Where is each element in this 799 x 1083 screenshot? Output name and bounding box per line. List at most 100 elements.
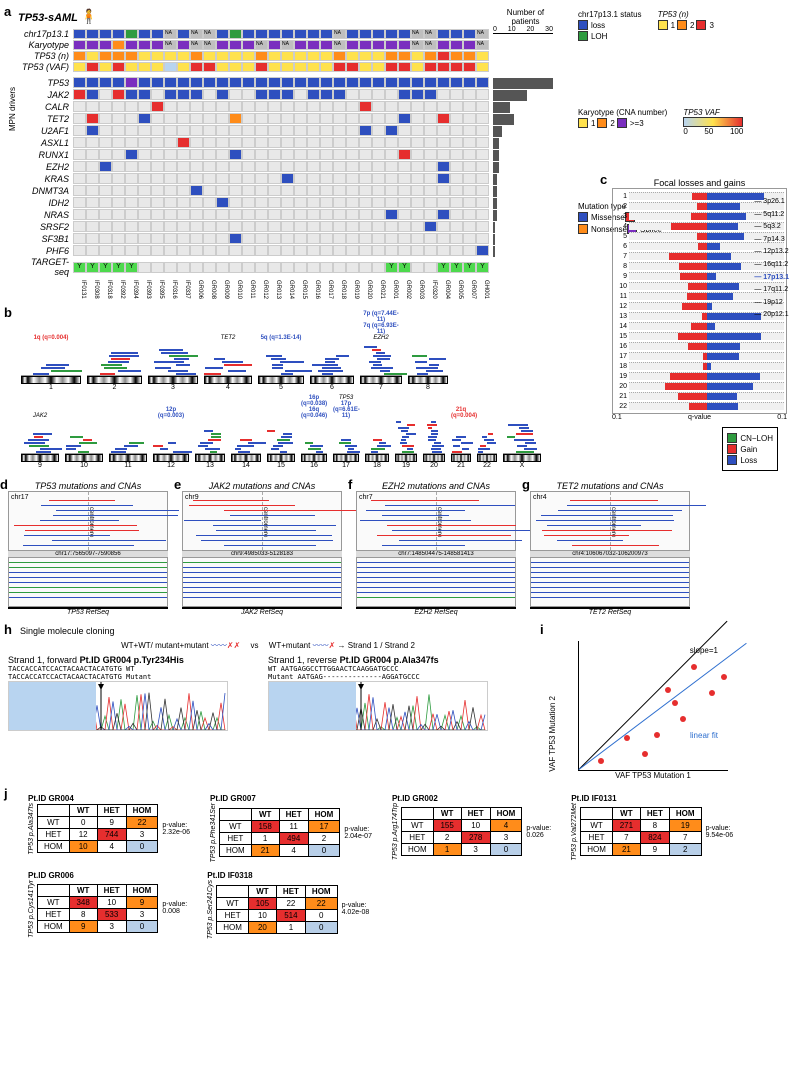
- sample-id: IF0320: [424, 278, 437, 299]
- legend-item: 1: [578, 118, 595, 128]
- mutation-cell: [463, 113, 476, 124]
- mutation-cell: [151, 149, 164, 160]
- mutation-cell: [229, 113, 242, 124]
- mutation-cell: [138, 245, 151, 256]
- mutation-cell: [86, 197, 99, 208]
- mutation-cell: [359, 89, 372, 100]
- track-cell: [73, 62, 86, 72]
- contingency-table: Pt.ID GR006 TP53 p.Cys141Tyr WTHETHOMWT3…: [28, 871, 187, 938]
- track-cell: [164, 51, 177, 61]
- mutation-cell: [411, 89, 424, 100]
- track-cell: [450, 62, 463, 72]
- mutation-cell: [372, 77, 385, 88]
- mutation-cell: [164, 113, 177, 124]
- mutation-cell: [398, 221, 411, 232]
- mutation-cell: [112, 113, 125, 124]
- mutation-cell: [203, 197, 216, 208]
- mutation-cell: [307, 197, 320, 208]
- mutation-cell: [242, 209, 255, 220]
- target-cell: Y: [463, 262, 476, 273]
- target-cell: [164, 262, 177, 273]
- mutation-cell: [125, 221, 138, 232]
- mutation-cell: [437, 173, 450, 184]
- mutation-cell: [385, 77, 398, 88]
- mutation-cell: [398, 245, 411, 256]
- gene-label: ASXL1: [18, 138, 73, 148]
- mutation-cell: [372, 89, 385, 100]
- mutation-cell: [346, 77, 359, 88]
- mutation-cell: [294, 173, 307, 184]
- track-cell: [112, 40, 125, 50]
- mutation-cell: [450, 161, 463, 172]
- mutation-cell: [268, 77, 281, 88]
- mutation-cell: [437, 125, 450, 136]
- mutation-cell: [242, 101, 255, 112]
- mutation-cell: [372, 101, 385, 112]
- count-bar: [493, 222, 495, 233]
- track-cell: [398, 62, 411, 72]
- callout: — 5q3.2: [754, 221, 789, 234]
- mutation-cell: [73, 185, 86, 196]
- mutation-cell: [294, 89, 307, 100]
- mutation-cell: [359, 161, 372, 172]
- mutation-cell: [281, 161, 294, 172]
- mutation-cell: [411, 233, 424, 244]
- gene-label: KRAS: [18, 174, 73, 184]
- mutation-cell: [476, 161, 489, 172]
- mutation-cell: [164, 137, 177, 148]
- mutation-cell: [125, 89, 138, 100]
- mutation-cell: [242, 245, 255, 256]
- count-bar: [493, 150, 499, 161]
- mutation-cell: [359, 197, 372, 208]
- mutation-cell: [138, 221, 151, 232]
- mutation-cell: [450, 245, 463, 256]
- track-cell: [372, 40, 385, 50]
- gene-label: TP53: [18, 78, 73, 88]
- track-cell: [385, 62, 398, 72]
- mutation-cell: [112, 221, 125, 232]
- mutation-cell: [294, 113, 307, 124]
- mutation-cell: [151, 101, 164, 112]
- mutation-cell: [333, 113, 346, 124]
- callout: — 3p26.1: [754, 196, 789, 209]
- track-cell: [125, 40, 138, 50]
- chromosome-16: 16p (q=0.038)16q (q=0.046)16: [301, 395, 327, 469]
- mutation-cell: [177, 125, 190, 136]
- mutation-cell: [333, 161, 346, 172]
- panel-label-c: c: [600, 172, 607, 187]
- track-cell: [151, 62, 164, 72]
- target-cell: Y: [437, 262, 450, 273]
- focal-row: 18: [615, 361, 784, 371]
- mutation-cell: [112, 209, 125, 220]
- track-cell: [138, 51, 151, 61]
- mutation-cell: [255, 137, 268, 148]
- gene-label: EZH2: [18, 162, 73, 172]
- track-cell: [151, 29, 164, 39]
- patient-count-bars: Number of patients 0102030: [493, 8, 558, 299]
- mutation-cell: [424, 173, 437, 184]
- chromosome-6: 6: [310, 341, 354, 391]
- mutation-cell: [229, 89, 242, 100]
- track-cell: [463, 40, 476, 50]
- mutation-cell: [164, 149, 177, 160]
- track-cell: [320, 29, 333, 39]
- panel-label-b: b: [4, 305, 12, 320]
- focal-row: 19: [615, 371, 784, 381]
- track-cell: [450, 29, 463, 39]
- mutation-cell: [450, 185, 463, 196]
- target-cell: Y: [112, 262, 125, 273]
- mutation-cell: [190, 233, 203, 244]
- chromosome-8: 8: [408, 341, 448, 391]
- scatter-point: [598, 758, 604, 764]
- mutation-cell: [281, 101, 294, 112]
- sample-id: GR003: [411, 278, 424, 299]
- track-cell: [424, 51, 437, 61]
- mutation-cell: [99, 113, 112, 124]
- panel-d: d TP53 mutations and CNAs chr17 centrome…: [8, 481, 168, 616]
- mutation-cell: [437, 185, 450, 196]
- callout: — 17p13.1: [754, 272, 789, 285]
- mutation-cell: [424, 185, 437, 196]
- mutation-cell: [216, 233, 229, 244]
- track-cell: NA: [203, 40, 216, 50]
- mutation-cell: [437, 101, 450, 112]
